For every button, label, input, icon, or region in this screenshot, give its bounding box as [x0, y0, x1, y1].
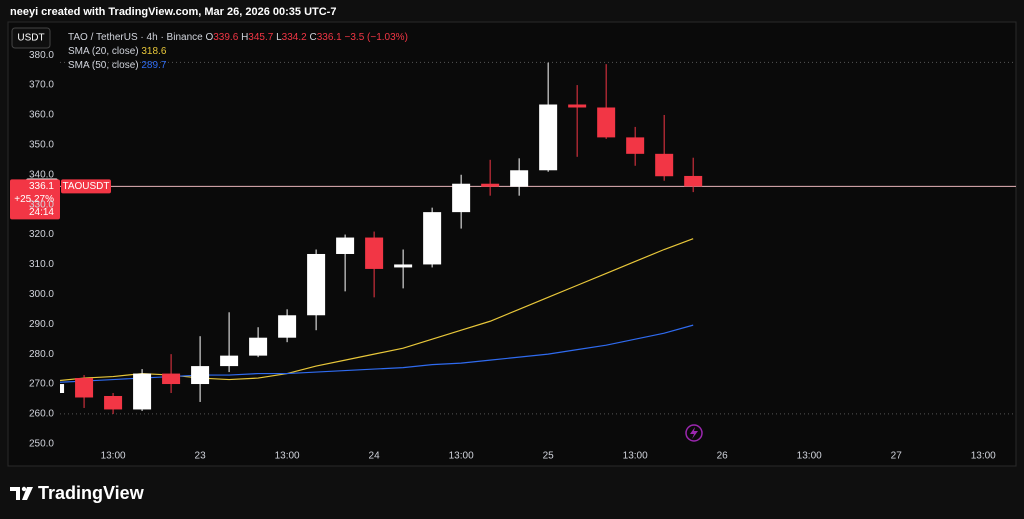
candle-body	[336, 237, 355, 254]
legend-value: 336.1	[317, 32, 342, 43]
x-tick-label: 23	[195, 451, 207, 462]
candle-body	[278, 315, 297, 338]
y-tick-label: 280.0	[29, 349, 54, 360]
brand: TradingView	[38, 483, 145, 503]
candle-body	[597, 107, 616, 138]
currency[interactable]: USDT	[17, 33, 44, 44]
candle-body	[452, 183, 471, 213]
x-tick-label: 27	[891, 451, 903, 462]
x-tick-label: 13:00	[623, 451, 648, 462]
candle-body	[510, 170, 529, 187]
candle-body	[162, 373, 181, 385]
legend-value: 345.7	[248, 32, 273, 43]
y-tick-label: 370.0	[29, 80, 54, 91]
candle-body	[539, 104, 558, 171]
countdown: 24:14	[29, 207, 54, 218]
y-tick-label: 320.0	[29, 229, 54, 240]
currency-button[interactable]	[11, 27, 51, 49]
legend-main: TAO / TetherUS · 4h · Binance O339.6 H34…	[68, 32, 408, 43]
y-tick-label: 360.0	[29, 110, 54, 121]
sma-line	[60, 238, 694, 382]
candle-body	[626, 137, 645, 154]
candle-body	[568, 104, 587, 108]
x-tick-label: 13:00	[449, 451, 474, 462]
legend-change: −3.5 (−1.03%)	[345, 32, 408, 43]
candle-body	[191, 366, 210, 385]
candle-body	[249, 337, 268, 356]
y-tick-label: 350.0	[29, 140, 54, 151]
x-tick-label: 26	[717, 451, 729, 462]
legend-symbol: TAO / TetherUS · 4h · Binance	[68, 32, 203, 43]
x-tick-label: 13:00	[971, 451, 996, 462]
candle-body	[220, 355, 239, 367]
candle-body	[133, 373, 152, 410]
y-tick-label: 260.0	[29, 409, 54, 420]
x-tick-label: 24	[369, 451, 381, 462]
candle-body	[60, 384, 65, 394]
candle-body	[104, 395, 123, 410]
flash-icon	[685, 424, 703, 442]
y-tick-label: 310.0	[29, 259, 54, 270]
legend-key: O	[205, 32, 213, 43]
candle-body	[423, 212, 442, 265]
candle-body	[75, 378, 94, 398]
legend-name: SMA (50, close)	[68, 60, 139, 71]
legend-value: 289.7	[141, 60, 166, 71]
symbol-box	[61, 179, 111, 194]
sma-line	[60, 324, 694, 383]
candle-body	[684, 175, 703, 187]
price-box	[10, 179, 60, 220]
candle-body	[365, 237, 384, 269]
candle-body	[481, 183, 500, 187]
candle-body	[655, 153, 674, 177]
y-tick-label: 330.0	[29, 199, 54, 210]
legend-key: C	[309, 32, 316, 43]
y-tick-label: 270.0	[29, 379, 54, 390]
price-change: +25.27%	[14, 194, 54, 205]
legend-value: 339.6	[213, 32, 238, 43]
attribution: neeyi created with TradingView.com, Mar …	[10, 6, 336, 18]
y-tick-label: 290.0	[29, 319, 54, 330]
legend-key: L	[276, 32, 282, 43]
price-label: 336.1	[29, 181, 54, 192]
candle-body	[307, 253, 326, 316]
chart-panel	[7, 21, 1017, 467]
legend-value: 318.6	[141, 46, 166, 57]
y-tick-label: 300.0	[29, 289, 54, 300]
legend-entry: SMA (20, close) 318.6	[68, 46, 167, 57]
plot	[60, 61, 1016, 415]
y-tick-label: 250.0	[29, 438, 54, 449]
legend-name: SMA (20, close)	[68, 46, 139, 57]
y-tick-label: 380.0	[29, 50, 54, 61]
legend-key: H	[241, 32, 248, 43]
x-tick-label: 25	[543, 451, 555, 462]
y-tick-label: 340.0	[29, 169, 54, 180]
candle-body	[394, 264, 413, 268]
x-tick-label: 13:00	[101, 451, 126, 462]
legend-value: 334.2	[282, 32, 307, 43]
x-tick-label: 13:00	[797, 451, 822, 462]
x-tick-label: 13:00	[275, 451, 300, 462]
symbol-label: TAOUSDT	[62, 181, 109, 192]
legend-entry: SMA (50, close) 289.7	[68, 60, 167, 71]
brand-logo	[10, 486, 33, 500]
